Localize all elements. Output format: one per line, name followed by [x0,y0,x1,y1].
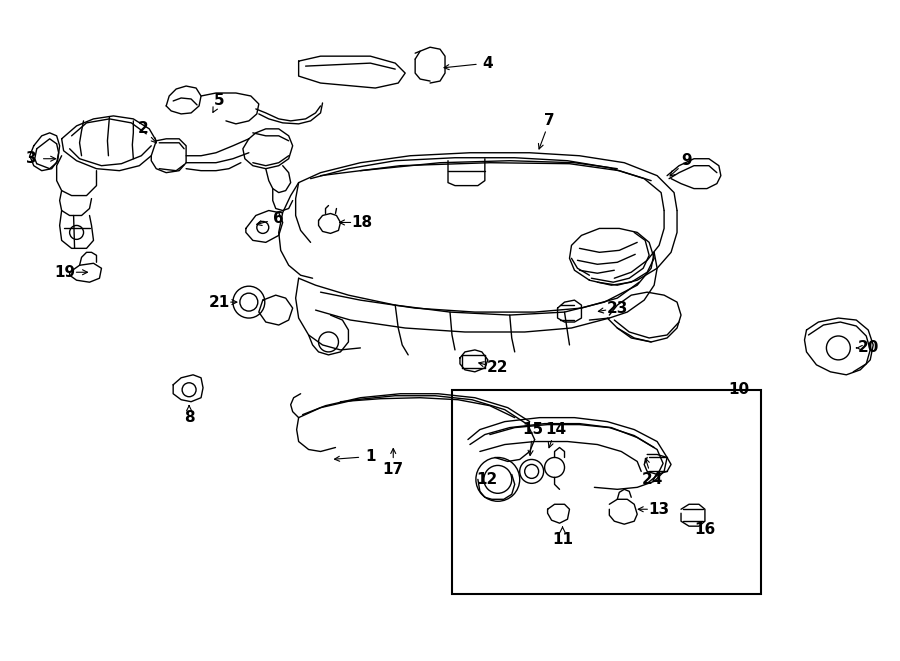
Text: 13: 13 [649,502,670,517]
Text: 21: 21 [208,295,230,309]
Text: 5: 5 [213,93,224,108]
Text: 1: 1 [365,449,375,464]
Text: 23: 23 [607,301,628,315]
Text: 12: 12 [476,472,498,487]
Text: 4: 4 [482,56,493,71]
Text: 16: 16 [694,522,716,537]
Text: 19: 19 [54,265,76,280]
Text: 17: 17 [382,462,404,477]
Text: 14: 14 [545,422,566,437]
Text: 20: 20 [858,340,879,356]
Text: 8: 8 [184,410,194,425]
Text: 10: 10 [728,382,750,397]
Text: 7: 7 [544,114,555,128]
Text: 9: 9 [681,153,692,168]
Text: 18: 18 [352,215,373,230]
Text: 11: 11 [552,531,573,547]
Text: 22: 22 [487,360,508,375]
Bar [452,390,760,594]
Text: 2: 2 [138,122,148,136]
Text: 6: 6 [274,211,284,226]
Text: 3: 3 [26,151,37,166]
Text: 15: 15 [522,422,544,437]
Text: 24: 24 [642,472,662,487]
